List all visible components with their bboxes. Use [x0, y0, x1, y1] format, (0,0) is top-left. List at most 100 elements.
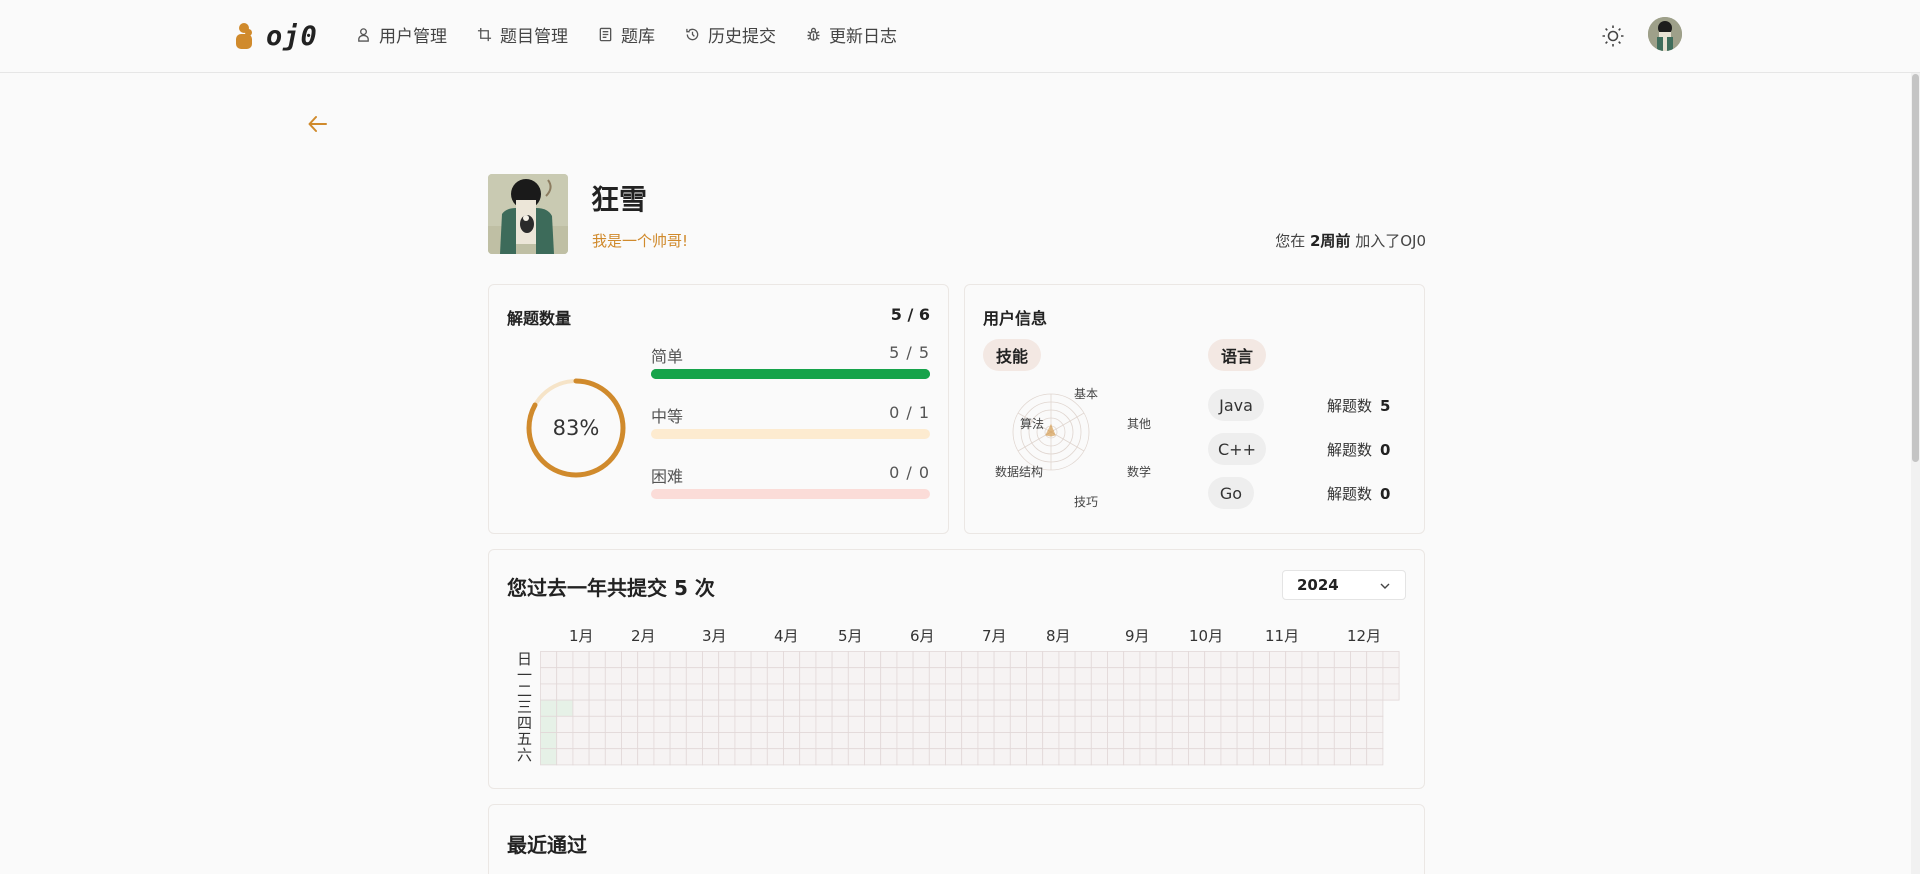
heatmap-cell	[653, 732, 671, 750]
heatmap-cell	[604, 715, 622, 733]
heatmap-cell	[1301, 732, 1319, 750]
heatmap-cell	[1236, 732, 1254, 750]
heatmap-cell	[1074, 699, 1092, 717]
sun-icon[interactable]	[1601, 24, 1625, 48]
heatmap-weekday-label: 日	[517, 650, 533, 668]
heatmap-cell	[556, 651, 574, 669]
heatmap-cell	[880, 683, 898, 701]
difficulty-medium: 中等 0 / 1	[651, 403, 930, 439]
nav-item-history[interactable]: 历史提交	[685, 22, 776, 47]
heatmap-cell	[1350, 683, 1368, 701]
heatmap-cell	[928, 699, 946, 717]
progress-ring: 83%	[525, 377, 627, 479]
heatmap-cell	[880, 748, 898, 766]
heatmap-cell	[864, 699, 882, 717]
heatmap-cell	[1350, 667, 1368, 685]
heatmap-cell	[977, 699, 995, 717]
avatar[interactable]	[1648, 17, 1682, 51]
heatmap-cell	[928, 651, 946, 669]
skills-tag: 技能	[983, 339, 1041, 371]
heatmap-cell	[604, 732, 622, 750]
heatmap-cell	[653, 715, 671, 733]
heatmap-cell	[945, 699, 963, 717]
nav-item-changelog[interactable]: 更新日志	[806, 22, 897, 47]
heatmap-cell	[1107, 651, 1125, 669]
heatmap-cell	[588, 715, 606, 733]
heatmap-cell	[1269, 715, 1287, 733]
heatmap-cell	[572, 715, 590, 733]
heatmap-cell	[1301, 748, 1319, 766]
heatmap-cell	[831, 699, 849, 717]
heatmap-cell	[1058, 699, 1076, 717]
heatmap-cell	[750, 715, 768, 733]
heatmap-cell	[961, 683, 979, 701]
heatmap-cell	[1155, 699, 1173, 717]
heatmap-cell	[1026, 683, 1044, 701]
heatmap-cell	[1236, 748, 1254, 766]
heatmap-weekday-label: 四	[517, 714, 533, 732]
heatmap-cell	[1220, 748, 1238, 766]
heatmap-cell	[896, 732, 914, 750]
heatmap-cell	[1139, 715, 1157, 733]
nav-item-user-management[interactable]: 用户管理	[356, 22, 447, 47]
heatmap-cell	[702, 683, 720, 701]
heatmap-cell	[702, 732, 720, 750]
heatmap-month-label: 7月	[982, 627, 1007, 645]
heatmap-cell	[621, 715, 639, 733]
heatmap-cell	[1350, 715, 1368, 733]
heatmap-cell	[604, 748, 622, 766]
heatmap-cell	[1107, 748, 1125, 766]
year-select[interactable]: 2024	[1282, 570, 1406, 600]
heatmap-cell	[1269, 732, 1287, 750]
scrollbar-thumb[interactable]	[1912, 74, 1919, 462]
heatmap-cell	[1252, 683, 1270, 701]
recent-title: 最近通过	[507, 833, 587, 857]
heatmap-cell	[928, 748, 946, 766]
nav-item-problem-management[interactable]: 题目管理	[477, 22, 568, 47]
heatmap-cell	[1058, 732, 1076, 750]
heatmap-cell	[669, 732, 687, 750]
heatmap-cell	[556, 715, 574, 733]
heatmap-cell	[540, 651, 558, 669]
heatmap-cell	[1009, 699, 1027, 717]
heatmap-cell	[685, 732, 703, 750]
heatmap-cell	[977, 667, 995, 685]
language-tag-java: Java	[1208, 389, 1264, 421]
heatmap-cell	[1236, 667, 1254, 685]
heatmap-cell	[685, 651, 703, 669]
heatmap-cell	[945, 651, 963, 669]
scrollbar-track[interactable]	[1911, 73, 1920, 874]
back-arrow-icon[interactable]	[306, 112, 330, 136]
heatmap-cell	[572, 732, 590, 750]
heatmap-cell	[945, 748, 963, 766]
logo[interactable]: oj0	[236, 18, 318, 54]
heatmap-cell	[1285, 715, 1303, 733]
nav-item-problem-bank[interactable]: 题库	[598, 22, 655, 47]
heatmap-cell	[1285, 732, 1303, 750]
heatmap-cell	[977, 715, 995, 733]
solved-count-card: 解题数量 5 / 6 83% 简单 5 / 5 中等 0 / 1 困难 0 / …	[488, 284, 949, 534]
heatmap-cell	[847, 699, 865, 717]
card-title: 解题数量	[507, 309, 572, 328]
heatmap-cell	[1301, 667, 1319, 685]
heatmap-cell	[621, 667, 639, 685]
heatmap-cell	[864, 715, 882, 733]
profile-name: 狂雪	[591, 183, 648, 216]
language-stat-label: 解题数	[1327, 441, 1373, 459]
heatmap-cell	[1155, 683, 1173, 701]
heatmap-cell	[1026, 667, 1044, 685]
heatmap-cell	[799, 667, 817, 685]
heatmap-cell	[847, 732, 865, 750]
heatmap-cell	[556, 699, 574, 717]
heatmap-cell	[1139, 699, 1157, 717]
heatmap-cell	[1171, 748, 1189, 766]
heatmap-cell	[1285, 667, 1303, 685]
heatmap-cell	[896, 683, 914, 701]
heatmap-cell	[831, 732, 849, 750]
heatmap-cell	[1204, 683, 1222, 701]
heatmap-cell	[1009, 732, 1027, 750]
heatmap-cell	[993, 651, 1011, 669]
heatmap-cell	[669, 683, 687, 701]
heatmap-cell	[621, 748, 639, 766]
joined-suffix: 加入了OJ0	[1355, 232, 1426, 250]
